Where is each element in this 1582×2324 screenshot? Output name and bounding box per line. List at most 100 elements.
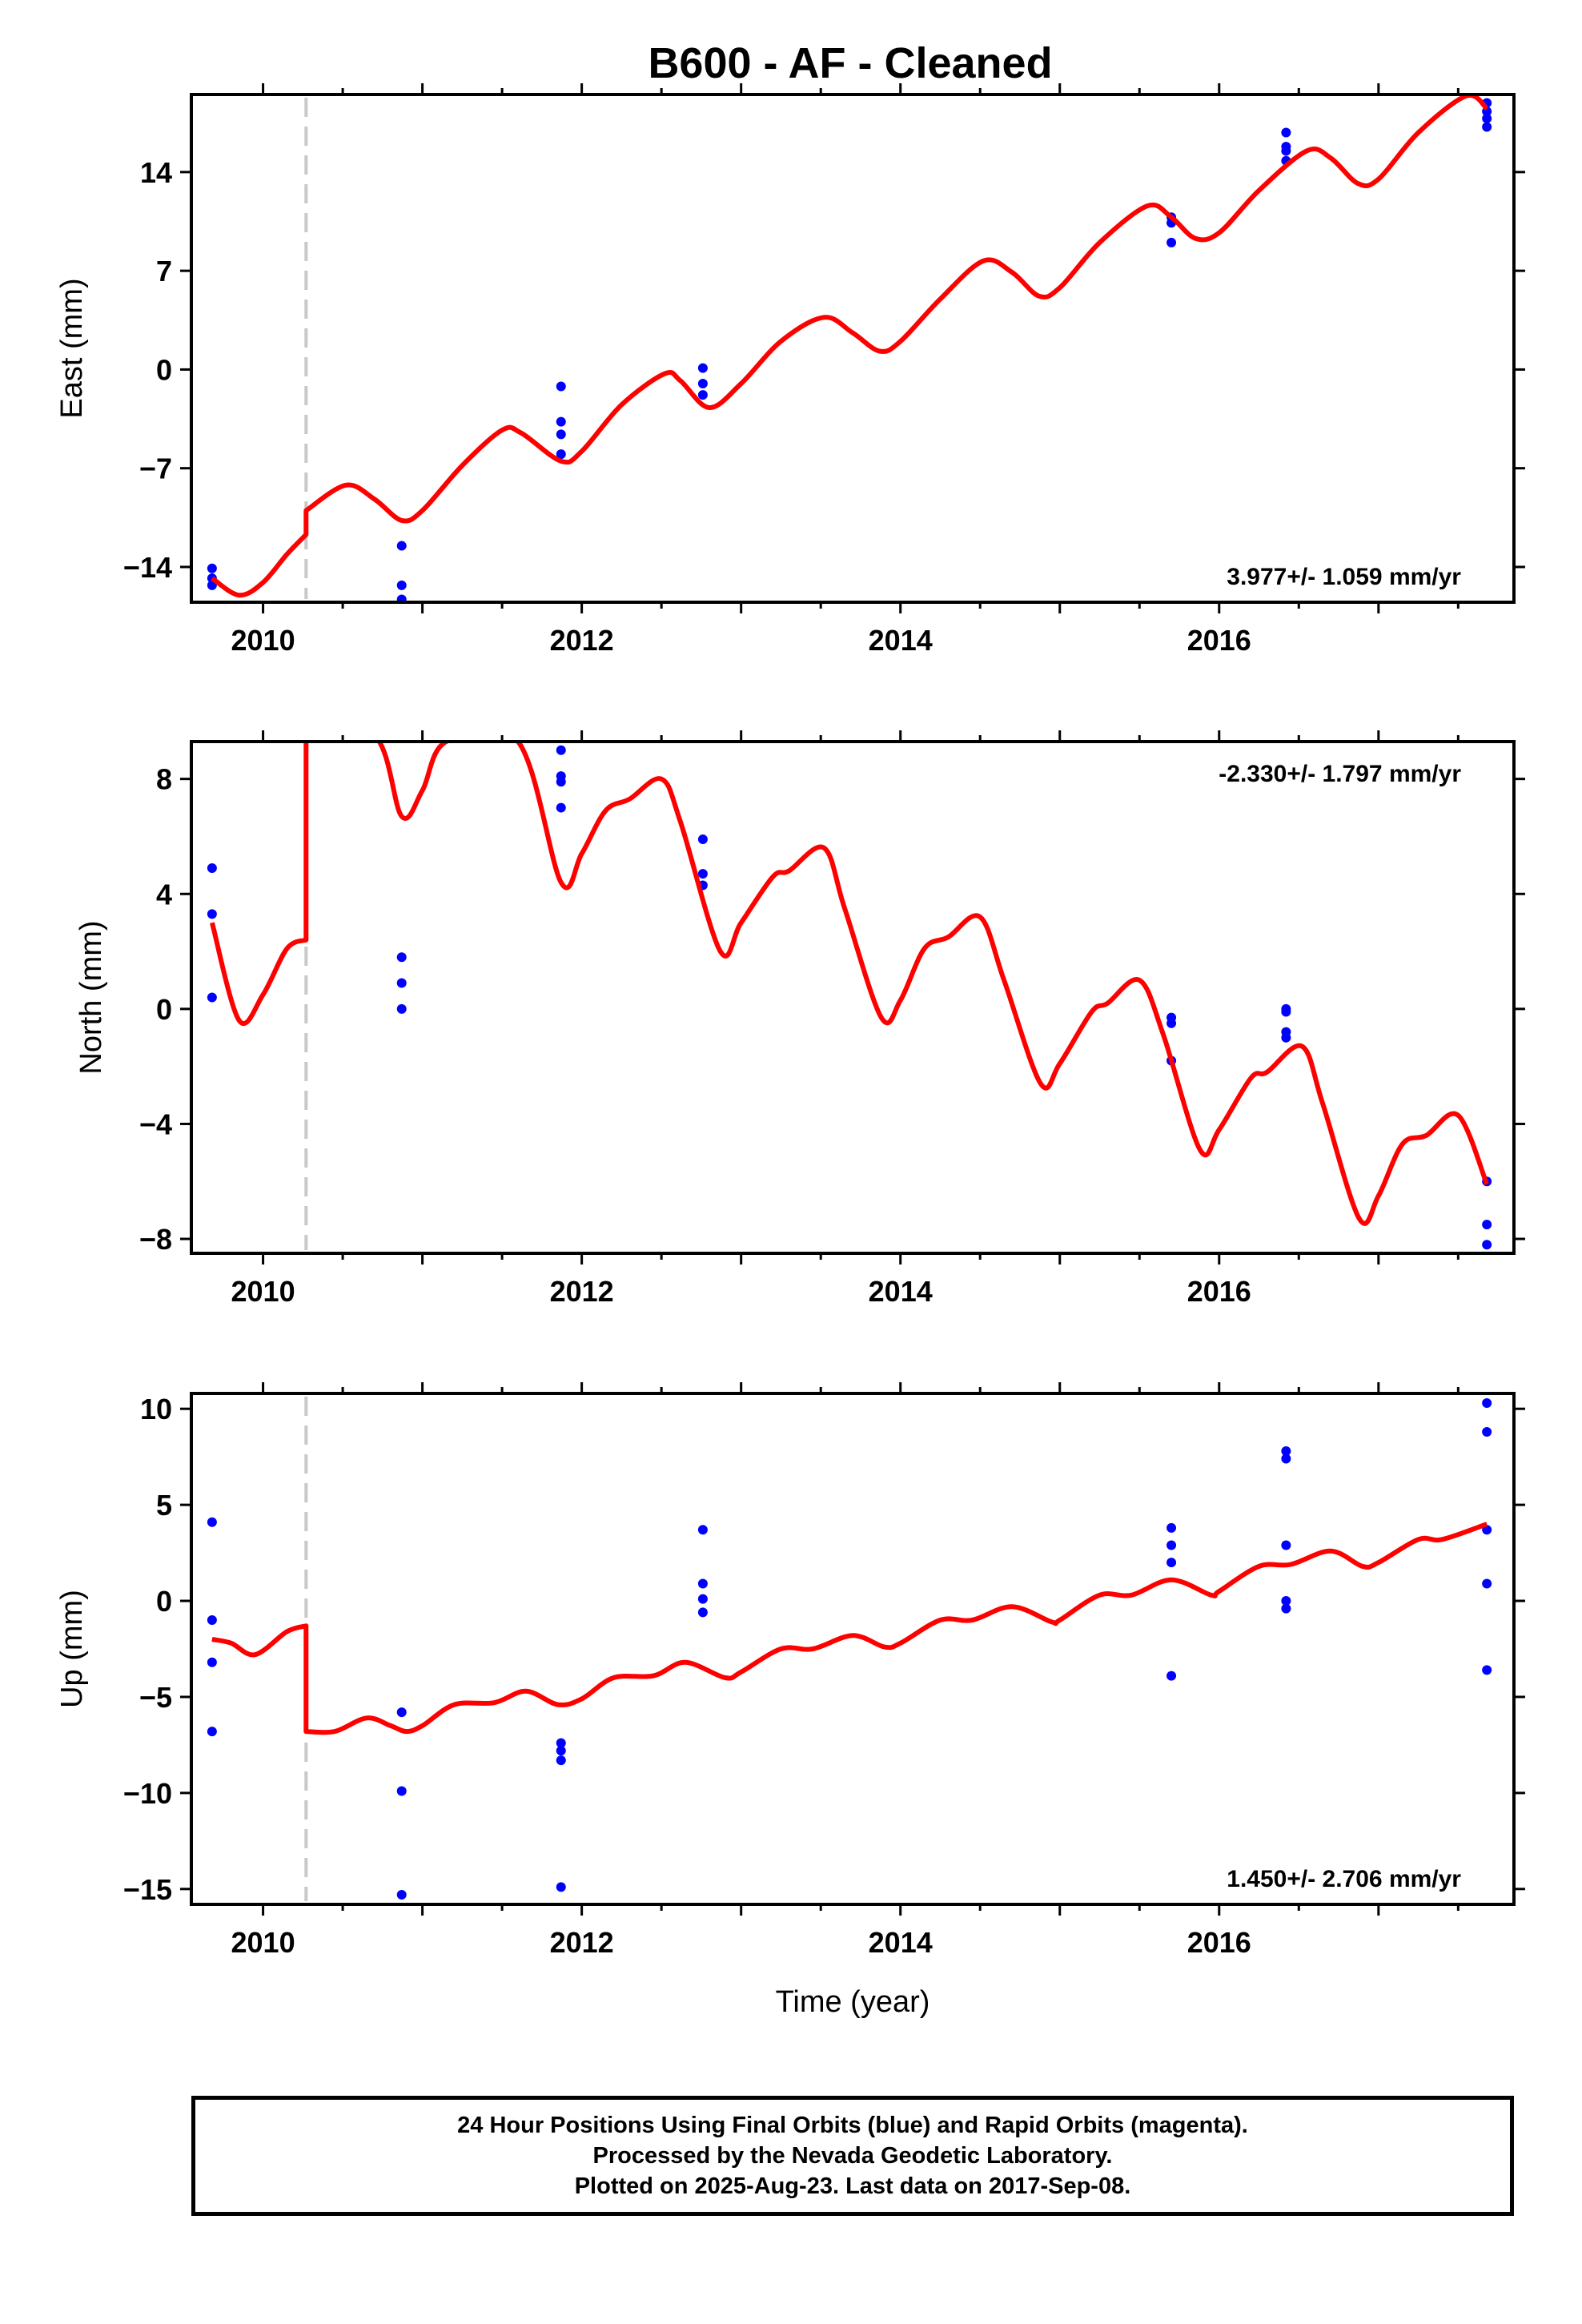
north-data-point — [697, 834, 708, 845]
east-y-tick-label: 7 — [156, 255, 172, 287]
footer-line-1: 24 Hour Positions Using Final Orbits (bl… — [457, 2113, 1248, 2138]
north-x-tick-label: 2010 — [231, 1275, 295, 1308]
up-points — [207, 1397, 1492, 1900]
up-x-tick-label: 2010 — [231, 1926, 295, 1959]
up-data-point — [556, 1882, 566, 1892]
north-data-point — [207, 862, 217, 873]
east-rate-label: 3.977+/- 1.059 mm/yr — [1227, 564, 1461, 590]
east-data-point — [1281, 127, 1291, 138]
east-x-tick-label: 2012 — [550, 624, 614, 657]
up-data-point — [697, 1525, 708, 1535]
up-data-point — [1166, 1558, 1177, 1568]
up-x-tick-label: 2016 — [1187, 1926, 1251, 1959]
north-data-point — [396, 952, 407, 963]
north-data-point — [697, 869, 708, 879]
chart-title: B600 - AF - Cleaned — [648, 39, 1052, 87]
east-data-point — [697, 363, 708, 373]
up-frame — [190, 1392, 1516, 1906]
north-x-tick-label: 2014 — [869, 1275, 933, 1308]
footer-line-2: Processed by the Nevada Geodetic Laborat… — [592, 2143, 1113, 2169]
up-data-point — [207, 1657, 217, 1667]
up-y-tick-label: −5 — [139, 1681, 172, 1714]
up-data-point — [1166, 1522, 1177, 1533]
east-data-point — [396, 541, 407, 551]
up-data-point — [396, 1890, 407, 1900]
up-data-point — [556, 1738, 566, 1748]
north-data-point — [1482, 1220, 1492, 1230]
footer-caption-box: 24 Hour Positions Using Final Orbits (bl… — [191, 2096, 1514, 2216]
east-data-point — [1281, 146, 1291, 156]
north-data-point — [207, 909, 217, 919]
north-data-point — [396, 1003, 407, 1014]
north-data-point — [207, 992, 217, 1003]
up-data-point — [207, 1615, 217, 1626]
north-y-tick-label: −4 — [139, 1108, 172, 1140]
up-data-point — [207, 1727, 217, 1737]
north-panel: 2010 2012 2014 2016 −8 −4 0 4 8 North (mm) -2.330+… — [74, 730, 1525, 1308]
north-y-tick-label: 0 — [156, 993, 172, 1026]
east-x-tick-label: 2014 — [869, 624, 933, 657]
east-data-point — [1166, 237, 1177, 247]
up-y-tick-label: 0 — [156, 1585, 172, 1618]
east-panel: 2010 2012 2014 2016 −14 −7 0 7 14 East (mm) 3.977+… — [55, 83, 1525, 657]
up-data-point — [1482, 1397, 1492, 1408]
north-y-tick-label: 8 — [156, 763, 172, 796]
north-data-point — [556, 745, 566, 755]
north-data-point — [556, 777, 566, 787]
north-y-tick-label: −8 — [139, 1223, 172, 1256]
up-y-axis-label: Up (mm) — [55, 1590, 89, 1708]
x-axis-label: Time (year) — [776, 1985, 930, 2019]
east-y-tick-label: 14 — [140, 156, 172, 189]
east-data-point — [697, 390, 708, 400]
up-data-point — [396, 1707, 407, 1718]
up-data-point — [1281, 1540, 1291, 1550]
east-data-point — [556, 416, 566, 427]
north-points — [207, 745, 1492, 1250]
up-data-point — [207, 1517, 217, 1527]
up-y-tick-label: −10 — [123, 1777, 172, 1810]
north-y-axis-label: North (mm) — [74, 920, 108, 1074]
north-data-point — [396, 978, 407, 988]
north-y-tick-label: 4 — [156, 878, 172, 911]
east-x-tick-label: 2016 — [1187, 624, 1251, 657]
north-x-tick-label: 2016 — [1187, 1275, 1251, 1308]
east-y-axis-label: East (mm) — [55, 278, 89, 418]
up-data-point — [697, 1607, 708, 1618]
up-data-point — [556, 1755, 566, 1766]
east-frame — [190, 93, 1516, 604]
up-rate-label: 1.450+/- 2.706 mm/yr — [1227, 1866, 1461, 1892]
up-data-point — [396, 1786, 407, 1796]
east-data-point — [396, 580, 407, 590]
east-data-point — [697, 379, 708, 389]
north-data-point — [1166, 1018, 1177, 1028]
up-data-point — [556, 1746, 566, 1756]
up-y-tick-label: −15 — [123, 1873, 172, 1906]
up-data-point — [1482, 1426, 1492, 1437]
east-data-point — [556, 429, 566, 440]
east-y-tick-label: −7 — [139, 452, 172, 485]
east-x-tick-label: 2010 — [231, 624, 295, 657]
north-rate-label: -2.330+/- 1.797 mm/yr — [1219, 761, 1461, 787]
east-data-point — [207, 563, 217, 573]
east-data-point — [556, 381, 566, 392]
east-data-point — [1482, 122, 1492, 132]
east-y-tick-label: −14 — [123, 551, 172, 584]
north-data-point — [1281, 1007, 1291, 1017]
up-data-point — [1166, 1671, 1177, 1681]
up-y-tick-label: 10 — [140, 1393, 172, 1425]
up-data-point — [1281, 1454, 1291, 1464]
east-data-point — [556, 449, 566, 460]
north-x-tick-label: 2012 — [550, 1275, 614, 1308]
north-data-point — [556, 802, 566, 813]
up-data-point — [1281, 1596, 1291, 1606]
north-frame — [190, 740, 1516, 1255]
north-data-point — [1281, 1032, 1291, 1043]
up-data-point — [697, 1594, 708, 1604]
east-model-curve — [211, 94, 1489, 598]
east-data-point — [1482, 113, 1492, 123]
up-data-point — [1166, 1540, 1177, 1550]
north-data-point — [1482, 1240, 1492, 1250]
up-x-tick-label: 2012 — [550, 1926, 614, 1959]
footer-line-3: Plotted on 2025-Aug-23. Last data on 201… — [574, 2173, 1131, 2199]
